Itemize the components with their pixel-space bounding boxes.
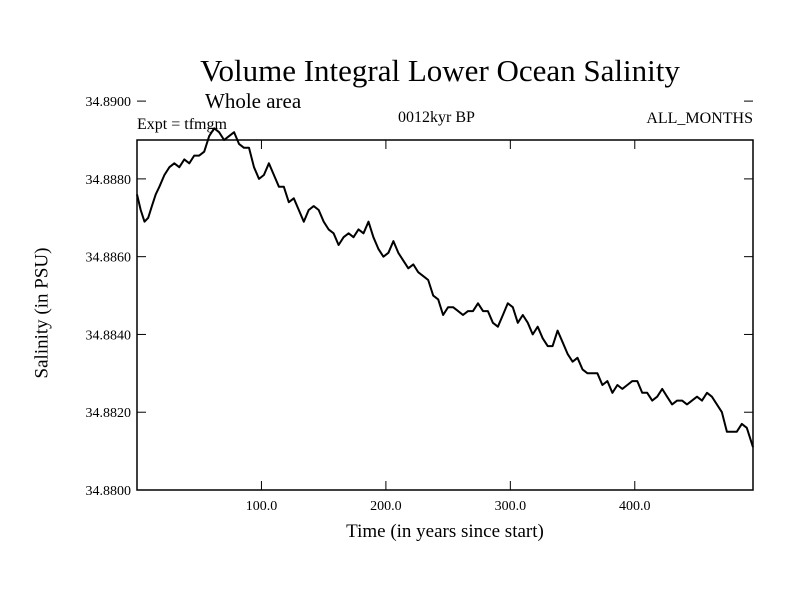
axis-ticks (137, 100, 753, 491)
chart-title: Volume Integral Lower Ocean Salinity (200, 53, 680, 88)
salinity-series-line (136, 127, 754, 448)
y-tick-label: 34.8860 (86, 251, 132, 266)
months-label: ALL_MONTHS (646, 110, 753, 127)
y-tick-label: 34.8840 (86, 328, 132, 343)
y-axis-label: Salinity (in PSU) (31, 247, 53, 379)
plot-frame (136, 139, 754, 491)
experiment-label: Expt = tfmgm (137, 116, 227, 133)
x-tick-label: 100.0 (246, 499, 278, 514)
chart-subtitle: Whole area (205, 89, 302, 113)
axis-tick-labels: 100.0 200.0 300.0 400.0 34.8800 34.8820 34.884… (86, 95, 651, 514)
x-tick-label: 200.0 (370, 499, 402, 514)
x-tick-label: 400.0 (619, 499, 651, 514)
x-tick-label: 300.0 (495, 499, 527, 514)
period-label: 0012kyr BP (398, 109, 475, 126)
y-tick-label: 34.8880 (86, 173, 132, 188)
x-axis-label: Time (in years since start) (346, 521, 544, 542)
y-tick-label: 34.8800 (86, 484, 132, 499)
y-tick-label: 34.8900 (86, 95, 132, 110)
y-tick-label: 34.8820 (86, 406, 132, 421)
